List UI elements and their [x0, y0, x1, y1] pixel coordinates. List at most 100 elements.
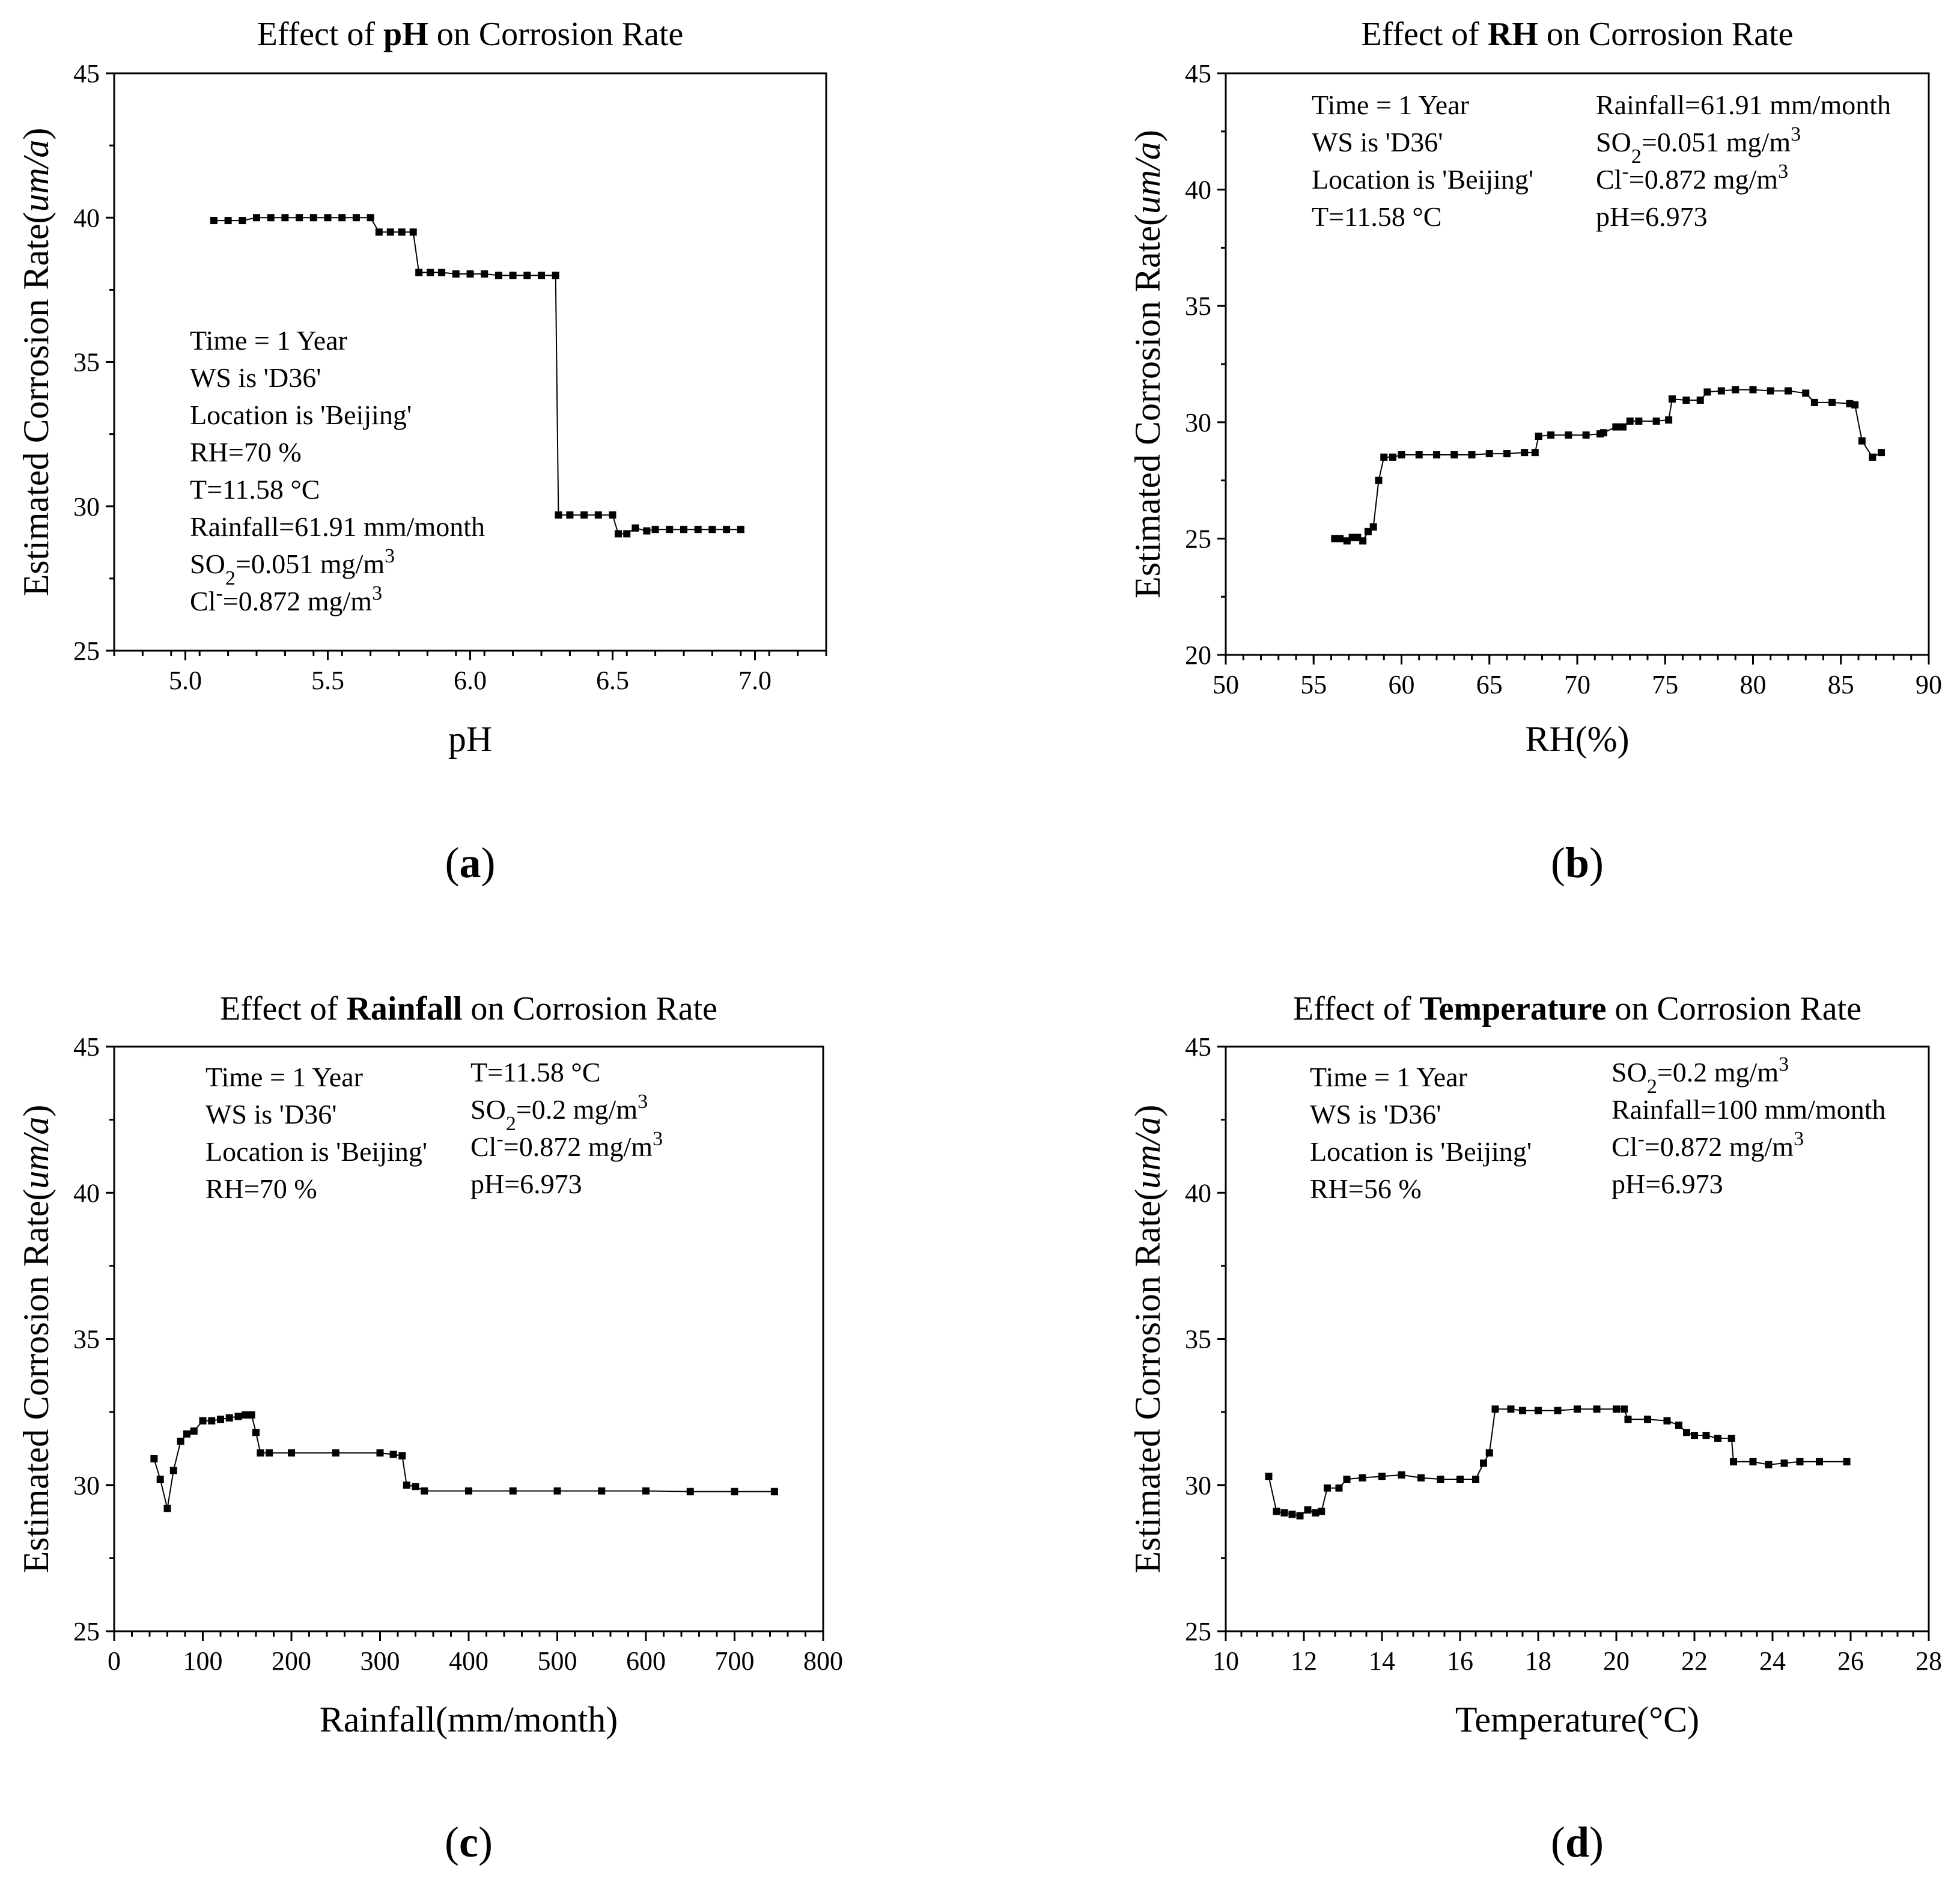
data-point	[266, 1449, 273, 1457]
data-point	[190, 1427, 198, 1435]
annotation-text: Rainfall=61.91 mm/month	[190, 511, 485, 542]
data-point	[1796, 1458, 1804, 1465]
data-point	[257, 1449, 264, 1457]
data-point	[324, 214, 332, 222]
data-point	[1380, 453, 1388, 461]
data-point	[415, 269, 423, 276]
data-point	[555, 511, 562, 519]
x-tick-label: 90	[1916, 670, 1942, 699]
data-point	[1437, 1476, 1444, 1483]
data-point	[643, 527, 651, 535]
x-tick-label: 85	[1828, 670, 1854, 699]
y-tick-label: 45	[73, 1032, 100, 1062]
data-point	[614, 530, 622, 538]
data-point	[375, 228, 383, 236]
annotation-text: Rainfall=100 mm/month	[1612, 1094, 1886, 1125]
data-point	[1732, 386, 1739, 394]
data-point	[386, 228, 394, 236]
data-point	[1415, 451, 1423, 459]
data-point	[1273, 1507, 1280, 1515]
data-point	[1599, 429, 1607, 437]
y-axis-label: Estimated Corrosion Rate(um/a)	[16, 1105, 56, 1574]
x-tick-label: 800	[803, 1646, 843, 1676]
data-point	[1554, 1407, 1562, 1414]
x-tick-label: 700	[715, 1646, 755, 1676]
y-tick-label: 30	[73, 1471, 100, 1500]
data-point	[1702, 1432, 1710, 1440]
data-point	[680, 526, 687, 534]
annotation-text: Cl-=0.872 mg/m3	[190, 582, 382, 617]
data-point	[403, 1481, 410, 1489]
panel-caption: (c)	[445, 1818, 493, 1866]
chart-title: Effect of Temperature on Corrosion Rate	[1293, 990, 1861, 1027]
data-point	[281, 214, 289, 222]
annotation-text: WS is 'D36'	[205, 1099, 336, 1130]
annotation-text: RH=70 %	[190, 437, 302, 467]
data-point	[1507, 1405, 1515, 1413]
annotation-text: Location is 'Beijing'	[190, 400, 412, 430]
data-point	[566, 511, 574, 519]
data-point	[1359, 1474, 1366, 1482]
data-point	[1485, 1449, 1493, 1457]
data-point	[1389, 453, 1396, 461]
data-point	[1624, 1416, 1632, 1423]
data-point	[1531, 449, 1539, 457]
data-point	[169, 1467, 177, 1474]
data-point	[1312, 1509, 1319, 1516]
x-tick-label: 100	[183, 1646, 223, 1676]
x-tick-label: 6.5	[596, 666, 629, 695]
annotation-text: T=11.58 °C	[190, 474, 320, 505]
data-point	[1802, 389, 1810, 397]
annotation-text: Location is 'Beijing'	[1310, 1136, 1532, 1167]
data-point	[1714, 1434, 1721, 1442]
data-point	[495, 272, 502, 279]
y-tick-label: 35	[73, 348, 100, 377]
data-point	[1288, 1510, 1296, 1518]
y-tick-label: 25	[1185, 1617, 1211, 1646]
data-point	[421, 1487, 428, 1495]
data-point	[1265, 1473, 1273, 1480]
y-tick-label: 20	[1185, 640, 1211, 670]
data-point	[1398, 1471, 1405, 1479]
data-point	[538, 272, 545, 279]
y-tick-label: 25	[1185, 524, 1211, 553]
y-axis-label: Estimated Corrosion Rate(um/a)	[1128, 1105, 1167, 1574]
annotation-text: T=11.58 °C	[1312, 201, 1441, 232]
data-point	[481, 270, 488, 278]
data-point	[1621, 1405, 1628, 1413]
data-point	[1417, 1474, 1425, 1482]
data-point	[694, 526, 702, 534]
data-point	[183, 1430, 190, 1438]
annotation-text: Time = 1 Year	[205, 1062, 363, 1092]
data-point	[1663, 1417, 1671, 1425]
x-tick-label: 400	[449, 1646, 488, 1676]
annotation-text: Rainfall=61.91 mm/month	[1596, 90, 1891, 120]
annotation-text: Cl-=0.872 mg/m3	[1596, 160, 1788, 195]
data-point	[632, 524, 639, 532]
y-tick-label: 25	[73, 1617, 100, 1646]
data-point	[398, 228, 406, 236]
data-point	[708, 526, 716, 534]
data-point	[1767, 387, 1774, 395]
data-point	[1480, 1459, 1487, 1467]
data-point	[224, 217, 232, 225]
data-point	[1730, 1458, 1737, 1465]
data-point	[332, 1449, 339, 1457]
annotation-text: RH=70 %	[205, 1173, 317, 1204]
annotation-text: SO2=0.051 mg/m3	[190, 545, 395, 589]
y-tick-label: 30	[73, 492, 100, 522]
data-point	[1682, 397, 1690, 404]
data-point	[509, 272, 517, 279]
annotation-text: Location is 'Beijing'	[205, 1136, 427, 1167]
data-point	[651, 526, 659, 534]
data-point	[1335, 1484, 1343, 1492]
data-point	[208, 1417, 216, 1425]
data-point	[609, 511, 616, 519]
data-point	[288, 1449, 295, 1457]
data-point	[367, 214, 374, 222]
y-tick-label: 40	[1185, 1178, 1211, 1208]
data-point	[252, 1429, 260, 1437]
y-tick-label: 45	[1185, 59, 1211, 88]
data-point	[239, 217, 246, 225]
data-point	[1749, 1458, 1757, 1465]
